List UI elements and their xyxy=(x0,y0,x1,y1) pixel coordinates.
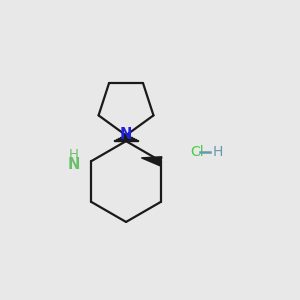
Polygon shape xyxy=(141,157,162,166)
Text: N: N xyxy=(68,157,80,172)
Text: H: H xyxy=(69,148,79,161)
Polygon shape xyxy=(114,140,138,141)
Polygon shape xyxy=(120,137,132,138)
Polygon shape xyxy=(116,139,136,140)
Polygon shape xyxy=(118,138,134,139)
Text: Cl: Cl xyxy=(191,145,204,158)
Polygon shape xyxy=(123,135,129,136)
Text: H: H xyxy=(213,145,223,158)
Polygon shape xyxy=(122,136,130,137)
Text: N: N xyxy=(120,127,132,142)
